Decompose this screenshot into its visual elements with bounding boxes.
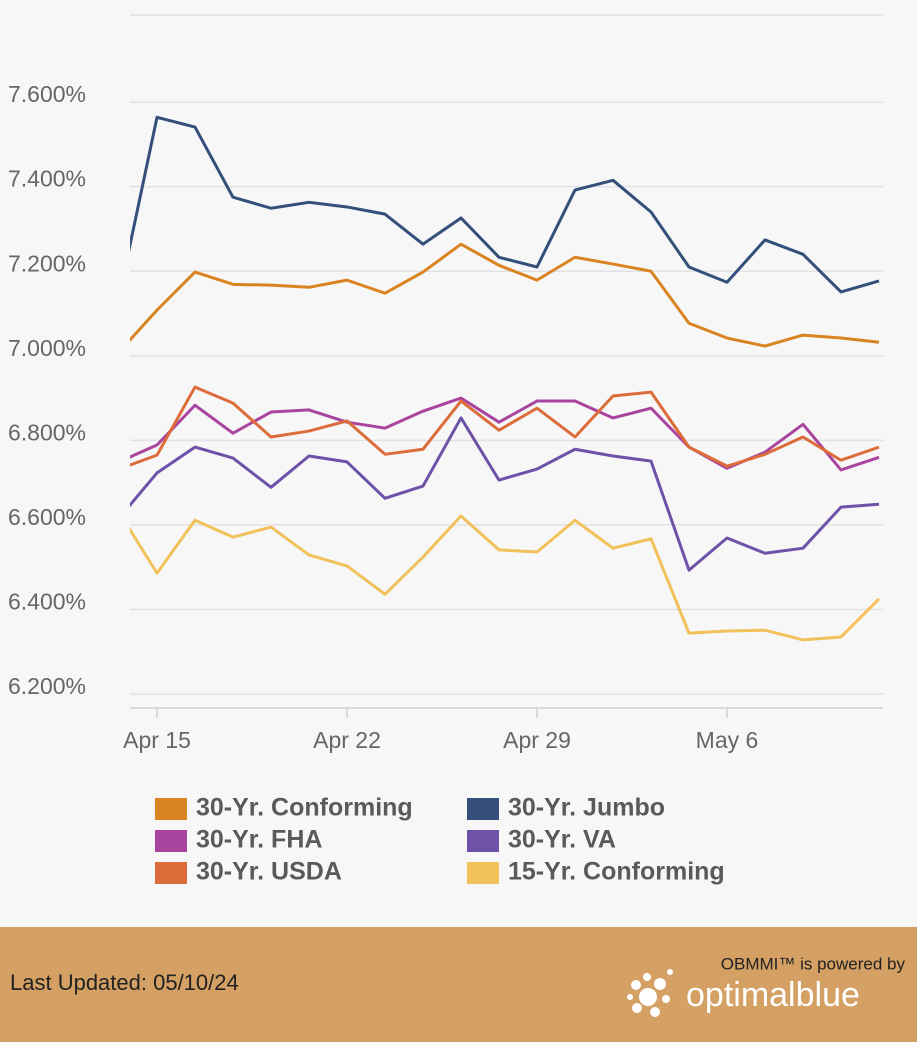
- y-tick-label: 7.600%: [8, 81, 86, 107]
- logo-text: optimalblue: [686, 976, 860, 1014]
- legend-label: 30-Yr. Conforming: [196, 794, 413, 822]
- legend-swatch: [467, 830, 499, 852]
- x-tick-label: May 6: [696, 727, 759, 753]
- last-updated: Last Updated: 05/10/24: [10, 970, 239, 995]
- footer-bar: [0, 927, 917, 1042]
- y-tick-label: 6.800%: [8, 419, 86, 445]
- x-tick-label: Apr 22: [313, 727, 381, 753]
- series-line: [130, 115, 880, 294]
- logo-icon: [627, 969, 673, 1017]
- x-tick-label: Apr 15: [123, 727, 191, 753]
- legend-swatch: [155, 862, 187, 884]
- y-tick-label: 7.200%: [8, 250, 86, 276]
- series-line: [130, 385, 880, 468]
- legend-label: 15-Yr. Conforming: [508, 858, 725, 886]
- legend-swatch: [155, 830, 187, 852]
- legend-label: 30-Yr. VA: [508, 826, 616, 854]
- legend-label: 30-Yr. USDA: [196, 858, 342, 886]
- legend-swatch: [155, 798, 187, 820]
- legend-swatch: [467, 862, 499, 884]
- legend-swatch: [467, 798, 499, 820]
- series-line: [130, 416, 880, 572]
- legend-label: 30-Yr. FHA: [196, 826, 322, 854]
- y-tick-label: 6.600%: [8, 504, 86, 530]
- y-tick-label: 6.200%: [8, 673, 86, 699]
- x-tick-label: Apr 29: [503, 727, 571, 753]
- series-line: [130, 514, 881, 642]
- y-tick-label: 7.400%: [8, 166, 86, 192]
- powered-by: OBMMI™ is powered by: [721, 954, 906, 973]
- series-line: [130, 242, 880, 348]
- y-tick-label: 7.000%: [8, 335, 86, 361]
- legend-label: 30-Yr. Jumbo: [508, 794, 665, 822]
- y-tick-label: 6.400%: [8, 589, 86, 615]
